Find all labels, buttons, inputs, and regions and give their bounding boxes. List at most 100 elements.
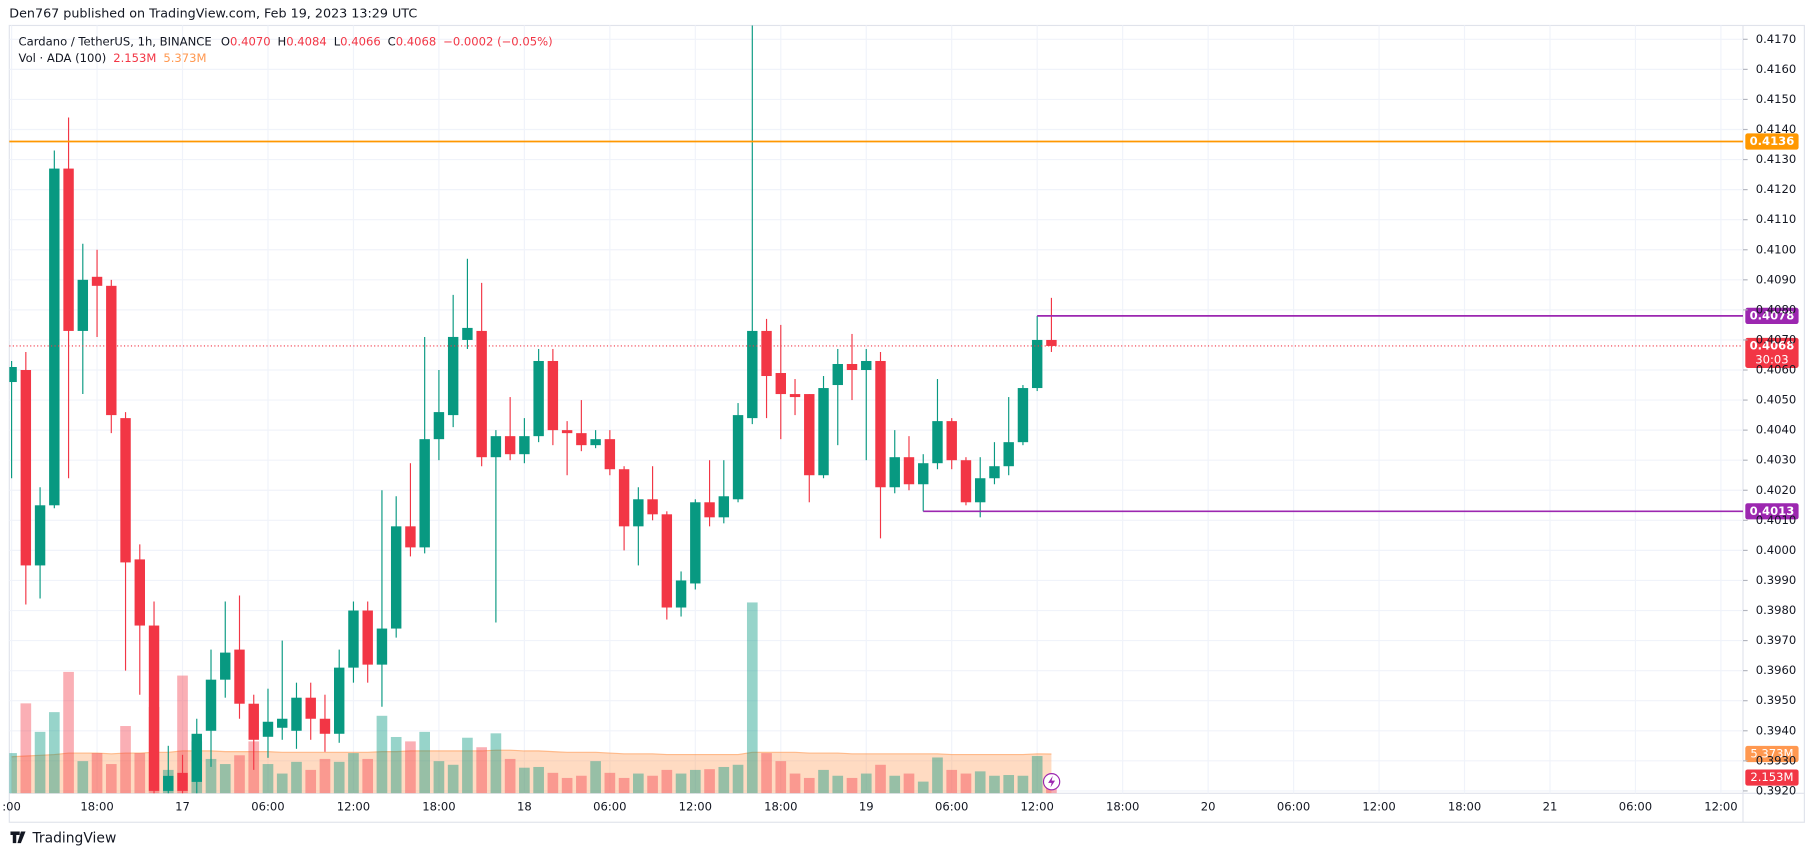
legend: Cardano / TetherUS, 1h, BINANCE O0.4070 H0… (19, 34, 553, 48)
volume-bar (134, 753, 146, 794)
volume-bar (832, 775, 844, 794)
volume-bar (618, 777, 630, 794)
candle-body (77, 279, 89, 331)
candle-body (362, 610, 373, 665)
candle-body (846, 363, 858, 371)
volume-bar (490, 733, 502, 794)
x-tick-label: 12:00 (679, 800, 712, 814)
y-tick-label: 0.4070 (1756, 332, 1797, 346)
candle-body (220, 652, 231, 680)
volume-bar (262, 764, 274, 794)
volume-bar (661, 769, 673, 794)
candle-body (177, 772, 188, 791)
candle-body (861, 360, 872, 371)
candle-body (447, 336, 459, 416)
candle-body (262, 721, 274, 737)
y-tick-label: 0.4000 (1756, 543, 1797, 557)
candle-body (34, 505, 46, 566)
candle-body (134, 559, 145, 626)
candle-body (476, 330, 487, 458)
candle-body (804, 394, 815, 476)
volume-bar (319, 758, 331, 794)
y-tick-label: 0.4080 (1756, 302, 1797, 316)
volume-bar (732, 764, 744, 794)
volume-bar (932, 757, 943, 794)
volume-bar (419, 731, 431, 794)
volume-bar (447, 764, 459, 794)
legend-ohlc-key: L (334, 34, 341, 48)
volume-bar (405, 741, 416, 794)
price-tag (1745, 133, 1799, 150)
replay-icon-bolt (1048, 775, 1056, 788)
y-tick-label: 0.3940 (1756, 723, 1797, 737)
candle-body (789, 394, 801, 398)
candle-body (818, 388, 829, 476)
candle-body (163, 775, 174, 791)
candle-body (333, 667, 345, 734)
x-tick-label: :00 (2, 800, 21, 814)
candle-body (291, 697, 302, 731)
y-tick-label: 0.4100 (1756, 242, 1797, 256)
candle-body (918, 463, 929, 485)
x-tick-label: 19 (859, 800, 874, 814)
candle-body (405, 526, 416, 548)
volume-bar (234, 755, 245, 794)
x-tick-label: 12:00 (1704, 800, 1737, 814)
candles (9, 25, 1057, 794)
x-tick-label: 06:00 (1277, 800, 1310, 814)
candle-body (490, 436, 502, 458)
volume-bar (875, 764, 886, 794)
x-tick-label: 18:00 (764, 800, 797, 814)
candle-body (106, 285, 117, 416)
candle-body (1003, 442, 1014, 467)
volume-title: Vol · ADA (100) (19, 50, 107, 64)
x-tick-label: 18:00 (422, 800, 455, 814)
volume-bar (333, 761, 345, 794)
volume-bar (846, 777, 858, 794)
volume-tag-label: 5.373M (1750, 747, 1793, 761)
y-tick-label: 0.3990 (1756, 573, 1797, 587)
candle-body (91, 276, 103, 286)
volume-bar (860, 773, 872, 794)
volume-bar (120, 726, 131, 794)
volume-bar (647, 775, 658, 794)
volume-tag (1745, 769, 1799, 786)
volume-bar (590, 761, 601, 794)
x-tick-label: 18:00 (80, 800, 113, 814)
volume-bar (77, 761, 89, 794)
candle-body (974, 478, 986, 503)
volume-bar (462, 737, 473, 794)
candle-body (547, 360, 559, 431)
volume-pane (9, 602, 1057, 794)
candle-body (1031, 339, 1043, 389)
volume-bar (348, 753, 359, 794)
candle-body (9, 367, 17, 383)
x-tick-label: 17 (175, 800, 190, 814)
brand-name: TradingView (31, 830, 116, 846)
volume-bar (775, 761, 787, 794)
volume-bar (9, 753, 17, 794)
volume-bar (291, 761, 302, 794)
candle-body (604, 439, 616, 470)
legend-ohlc-key: H (278, 34, 287, 48)
price-tag (1745, 503, 1799, 520)
candle-body (932, 421, 943, 464)
y-tick-label: 0.4160 (1756, 62, 1797, 76)
candle-body (533, 360, 544, 437)
y-tick-label: 0.4030 (1756, 453, 1797, 467)
volume-bar (761, 753, 772, 794)
volume-ma-value: 5.373M (163, 50, 206, 64)
candle-body (462, 327, 473, 340)
x-tick-label: 12:00 (1362, 800, 1395, 814)
volume-bar (974, 771, 986, 794)
candle-body (732, 415, 744, 500)
volume-bar (547, 772, 559, 794)
volume-bar (276, 773, 288, 794)
volume-bar (704, 769, 715, 794)
candle-body (305, 697, 316, 719)
volume-ma-area (11, 750, 1052, 794)
candle-body (718, 496, 730, 518)
volume-bar (561, 777, 573, 794)
